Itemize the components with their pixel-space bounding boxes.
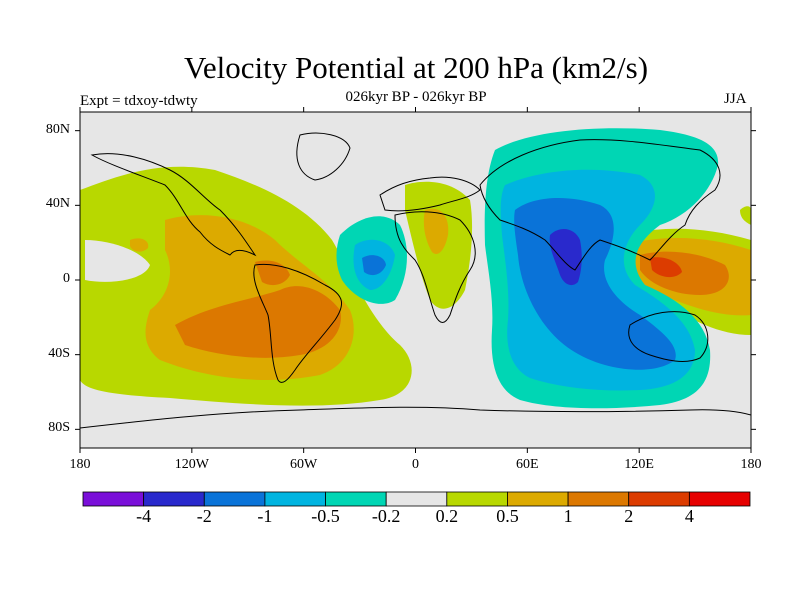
contour-positive-dateline bbox=[740, 206, 751, 225]
colorbar-swatch bbox=[507, 491, 569, 507]
y-tick-label: 40N bbox=[45, 196, 70, 212]
contour-orange-south-america bbox=[175, 286, 341, 358]
colorbar bbox=[82, 491, 751, 507]
contour-neutral-east-pacific bbox=[85, 240, 150, 282]
season-label: JJA bbox=[724, 91, 747, 107]
contour-red-pacific bbox=[650, 257, 682, 278]
colorbar-label: 0.5 bbox=[496, 506, 519, 526]
colorbar-swatch bbox=[143, 491, 205, 507]
plot-subtitle: 026kyr BP - 026kyr BP bbox=[345, 89, 487, 105]
x-tick-label: 60W bbox=[290, 457, 318, 472]
colorbar-label: 4 bbox=[684, 506, 694, 526]
contour-negative-atlantic-core bbox=[362, 255, 386, 276]
colorbar-label: -0.5 bbox=[311, 506, 340, 526]
experiment-label: Expt = tdxoy-tdwty bbox=[80, 93, 198, 109]
colorbar-swatch bbox=[567, 491, 630, 507]
coast-north-america bbox=[90, 153, 257, 257]
x-tick-label: 180 bbox=[69, 457, 91, 472]
colorbar-swatch bbox=[264, 491, 326, 507]
colorbar-swatch bbox=[446, 491, 508, 507]
colorbar-label: 1 bbox=[563, 506, 573, 526]
coast-antarctica bbox=[80, 406, 751, 429]
contour-fields bbox=[80, 128, 751, 409]
x-axis-ticks bbox=[79, 107, 752, 453]
coast-europe bbox=[379, 176, 481, 212]
x-tick-label: 0 bbox=[412, 457, 419, 472]
coast-south-america bbox=[253, 263, 343, 383]
contour-yellow-africa bbox=[423, 208, 449, 255]
colorbar-swatch bbox=[628, 491, 690, 507]
y-tick-label: 40S bbox=[48, 345, 70, 361]
contour-yellow-small bbox=[130, 238, 149, 252]
colorbar-swatch bbox=[82, 491, 145, 507]
plot-title: Velocity Potential at 200 hPa (km2/s) bbox=[183, 50, 649, 85]
y-axis-ticks bbox=[75, 130, 756, 430]
coast-australia bbox=[628, 311, 709, 362]
colorbar-label: 0.2 bbox=[435, 506, 459, 526]
coast-africa bbox=[394, 211, 476, 323]
x-tick-label: 120E bbox=[624, 457, 654, 472]
colorbar-swatch bbox=[688, 491, 751, 507]
colorbar-label: -2 bbox=[196, 506, 212, 526]
contour-negative-minimum bbox=[549, 228, 582, 286]
coast-greenland bbox=[296, 132, 351, 181]
coastlines bbox=[80, 132, 751, 429]
x-tick-label: 60E bbox=[516, 457, 539, 472]
colorbar-label: -4 bbox=[136, 506, 152, 526]
colorbar-swatch bbox=[385, 491, 448, 507]
y-tick-label: 80N bbox=[45, 121, 70, 137]
colorbar-label: -1 bbox=[257, 506, 273, 526]
y-tick-label: 0 bbox=[63, 271, 70, 286]
colorbar-swatch bbox=[203, 491, 266, 507]
x-tick-label: 120W bbox=[174, 457, 209, 472]
colorbar-label: -0.2 bbox=[371, 506, 401, 526]
colorbar-label: 2 bbox=[624, 506, 634, 526]
coast-asia bbox=[479, 139, 721, 271]
x-tick-label: 180 bbox=[740, 457, 762, 472]
y-tick-label: 80S bbox=[48, 420, 70, 436]
colorbar-swatch bbox=[325, 491, 387, 507]
